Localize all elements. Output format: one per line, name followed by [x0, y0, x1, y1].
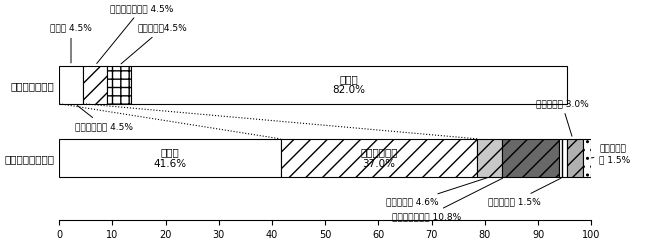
Bar	[281, 139, 478, 177]
Bar	[131, 66, 567, 104]
Text: 賃貸一戸建 4.6%: 賃貸一戸建 4.6%	[387, 178, 487, 206]
Text: 持ち家 4.5%: 持ち家 4.5%	[50, 24, 92, 63]
Bar	[560, 139, 567, 177]
Bar	[59, 139, 281, 177]
Text: 賃貸アパート等 4.5%: 賃貸アパート等 4.5%	[97, 4, 173, 63]
Text: 家族の持ち家
37.0%: 家族の持ち家 37.0%	[360, 147, 397, 169]
Text: 家族の持ち家 4.5%: 家族の持ち家 4.5%	[75, 105, 133, 131]
Bar	[502, 139, 560, 177]
Text: 市営住宅等4.5%: 市営住宅等4.5%	[121, 24, 188, 64]
Bar	[583, 139, 591, 177]
Text: 市営住宅等 1.5%: 市営住宅等 1.5%	[488, 178, 561, 206]
Text: 社会福祉施
設 1.5%: 社会福祉施 設 1.5%	[591, 144, 631, 164]
Text: その他
82.0%: その他 82.0%	[333, 74, 365, 95]
Bar	[478, 139, 502, 177]
Text: 賃貸アパート等 10.8%: 賃貸アパート等 10.8%	[391, 178, 503, 221]
Bar	[83, 66, 107, 104]
Bar	[567, 139, 583, 177]
Bar	[59, 66, 83, 104]
Text: 持ち家
41.6%: 持ち家 41.6%	[153, 147, 186, 169]
Bar	[107, 66, 131, 104]
Text: 公社・公団 3.0%: 公社・公団 3.0%	[536, 99, 589, 136]
